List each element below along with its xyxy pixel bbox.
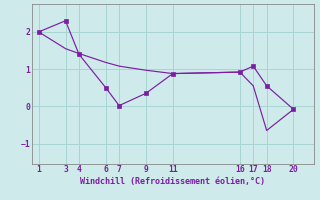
X-axis label: Windchill (Refroidissement éolien,°C): Windchill (Refroidissement éolien,°C) <box>80 177 265 186</box>
